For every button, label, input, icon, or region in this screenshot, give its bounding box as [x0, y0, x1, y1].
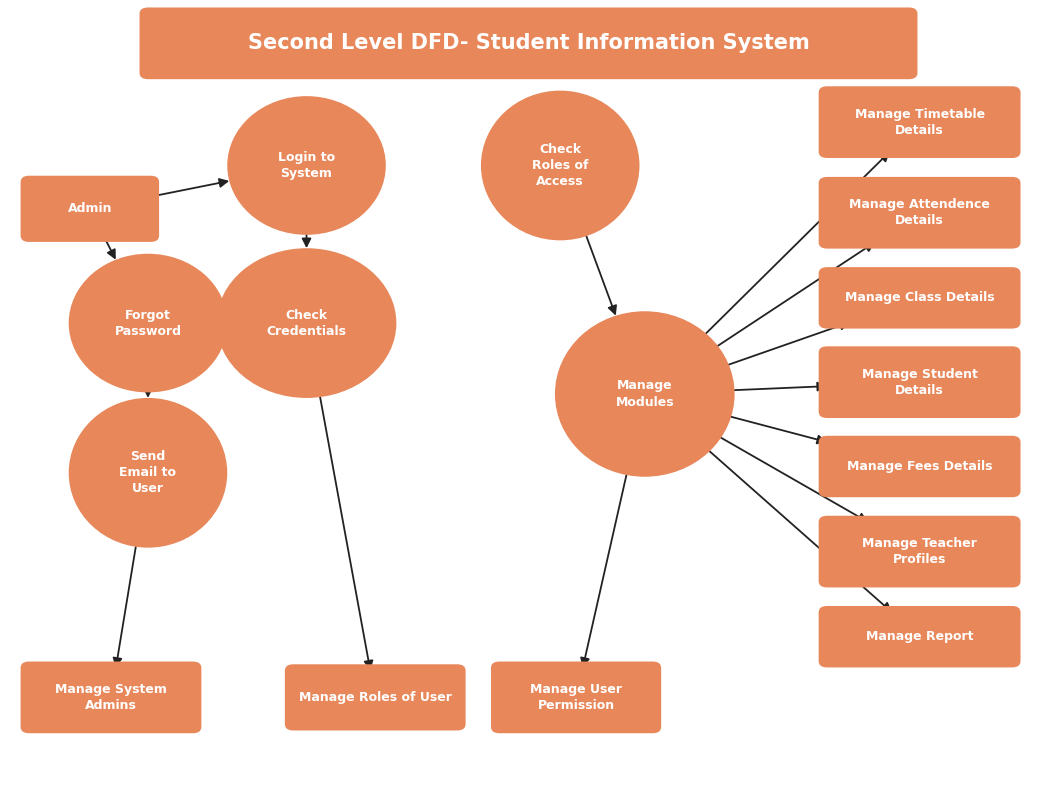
- Text: Manage Fees Details: Manage Fees Details: [847, 460, 993, 473]
- Text: Manage Roles of User: Manage Roles of User: [299, 691, 451, 704]
- Ellipse shape: [217, 248, 396, 398]
- Text: Manage
Modules: Manage Modules: [615, 380, 674, 408]
- FancyBboxPatch shape: [818, 267, 1021, 329]
- Text: Manage Class Details: Manage Class Details: [845, 292, 995, 304]
- FancyBboxPatch shape: [818, 177, 1021, 249]
- FancyBboxPatch shape: [21, 176, 160, 242]
- FancyBboxPatch shape: [818, 347, 1021, 418]
- Ellipse shape: [227, 96, 386, 235]
- FancyBboxPatch shape: [140, 8, 917, 80]
- Text: Check
Credentials: Check Credentials: [266, 309, 347, 337]
- FancyBboxPatch shape: [818, 606, 1021, 667]
- Text: Manage Attendence
Details: Manage Attendence Details: [849, 199, 990, 227]
- Ellipse shape: [69, 398, 227, 548]
- FancyBboxPatch shape: [818, 87, 1021, 158]
- Text: Manage Student
Details: Manage Student Details: [861, 368, 978, 396]
- Text: Send
Email to
User: Send Email to User: [119, 450, 177, 496]
- Text: Manage Timetable
Details: Manage Timetable Details: [854, 108, 985, 136]
- Text: Forgot
Password: Forgot Password: [114, 309, 182, 337]
- FancyBboxPatch shape: [818, 516, 1021, 588]
- Text: Admin: Admin: [68, 203, 112, 215]
- FancyBboxPatch shape: [818, 436, 1021, 497]
- Ellipse shape: [555, 311, 735, 477]
- Text: Manage User
Permission: Manage User Permission: [530, 683, 623, 712]
- Text: Manage System
Admins: Manage System Admins: [55, 683, 167, 712]
- Text: Manage Report: Manage Report: [866, 630, 973, 643]
- Text: Login to
System: Login to System: [278, 151, 335, 180]
- FancyBboxPatch shape: [20, 662, 201, 733]
- FancyBboxPatch shape: [284, 664, 465, 730]
- FancyBboxPatch shape: [490, 662, 662, 733]
- Text: Manage Teacher
Profiles: Manage Teacher Profiles: [863, 537, 977, 566]
- Text: Check
Roles of
Access: Check Roles of Access: [532, 143, 589, 188]
- Ellipse shape: [481, 91, 639, 240]
- Text: Second Level DFD- Student Information System: Second Level DFD- Student Information Sy…: [247, 33, 810, 54]
- Ellipse shape: [69, 254, 227, 392]
